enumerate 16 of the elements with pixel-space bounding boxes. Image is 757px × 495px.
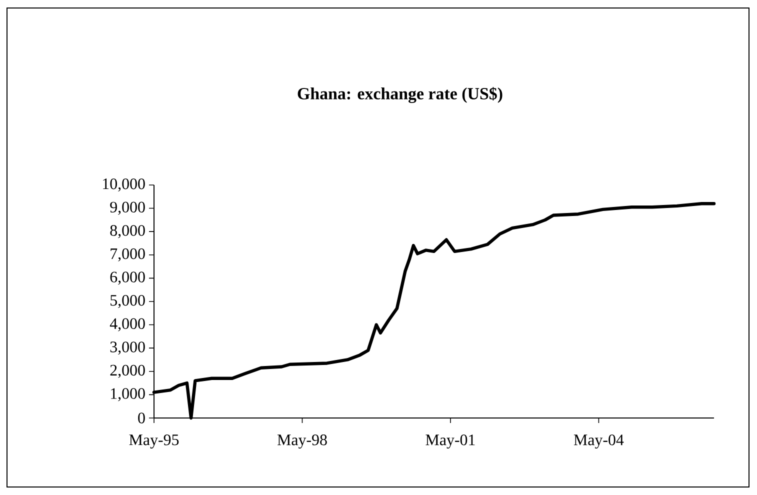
x-tick-label: May-98 — [277, 434, 327, 449]
y-tick-label: 2,000 — [110, 364, 145, 378]
y-tick-label: 10,000 — [103, 178, 145, 192]
y-tick-label: 7,000 — [110, 248, 145, 262]
x-tick-label: May-04 — [574, 434, 624, 449]
x-tick-label: May-95 — [129, 434, 179, 448]
chart-title: Ghana: exchange rate (US$) — [298, 86, 502, 103]
y-tick-label: 9,000 — [110, 202, 145, 215]
y-tick-label: 1,000 — [111, 388, 145, 402]
y-tick-label: 3,000 — [110, 342, 145, 355]
y-tick-label: 0 — [138, 412, 145, 424]
y-tick-label: 8,000 — [110, 225, 145, 238]
y-tick-label: 5,000 — [110, 294, 145, 308]
y-tick-label: 4,000 — [110, 318, 145, 332]
y-tick-label: 6,000 — [110, 272, 145, 285]
x-tick-label: May-01 — [426, 434, 475, 449]
